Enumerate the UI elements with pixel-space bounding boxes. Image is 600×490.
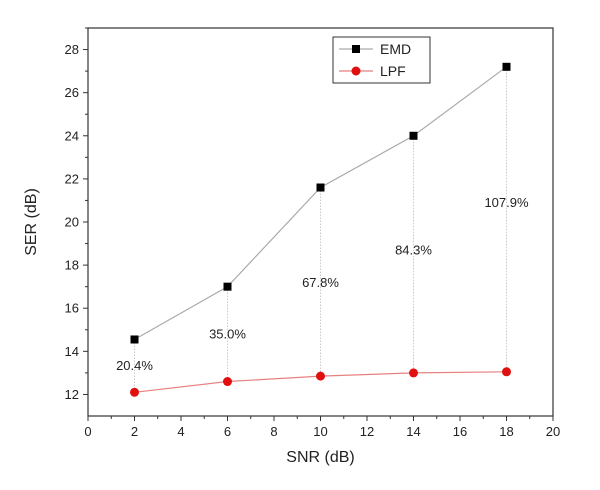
- percent-annotation: 35.0%: [209, 327, 246, 342]
- data-point-lpf: [409, 368, 418, 378]
- x-tick-label: 4: [177, 424, 184, 439]
- x-tick-label: 14: [406, 424, 420, 439]
- x-tick-label: 0: [84, 424, 91, 439]
- data-point-emd: [130, 335, 139, 344]
- x-tick-label: 10: [313, 424, 327, 439]
- x-tick-label: 18: [499, 424, 513, 439]
- y-tick-label: 14: [65, 344, 79, 359]
- legend-marker-emd: [352, 45, 360, 53]
- legend-box: [332, 36, 431, 84]
- percent-annotation: 67.8%: [302, 275, 339, 290]
- data-point-emd: [502, 62, 511, 71]
- data-point-lpf: [502, 367, 511, 377]
- annotations: 20.4% 35.0% 67.8% 84.3% 107.9%: [116, 195, 529, 373]
- x-tick-label: 8: [270, 424, 277, 439]
- x-axis-title: SNR (dB): [286, 449, 354, 466]
- legend-item-emd: EMD: [339, 41, 411, 57]
- series-markers: [130, 62, 511, 397]
- percent-annotation: 20.4%: [116, 358, 153, 373]
- y-tick-label: 22: [65, 171, 79, 186]
- data-point-lpf: [316, 371, 325, 381]
- data-point-lpf: [223, 377, 232, 387]
- y-axis-title: SER (dB): [23, 188, 40, 256]
- legend-item-lpf: LPF: [339, 63, 406, 79]
- legend-label-emd: EMD: [380, 41, 411, 57]
- x-tick-label: 6: [224, 424, 231, 439]
- axis-ticks: [83, 27, 554, 421]
- y-tick-label: 20: [65, 215, 79, 230]
- x-tick-label: 20: [546, 424, 560, 439]
- data-point-emd: [409, 131, 418, 140]
- data-point-lpf: [130, 387, 139, 397]
- data-point-emd: [223, 282, 232, 291]
- x-tick-label: 12: [360, 424, 374, 439]
- data-point-emd: [316, 183, 325, 192]
- legend-label-lpf: LPF: [380, 63, 406, 79]
- x-tick-label: 2: [131, 424, 138, 439]
- percent-annotation: 84.3%: [395, 243, 432, 258]
- y-tick-label: 28: [65, 42, 79, 57]
- y-tick-label: 26: [65, 85, 79, 100]
- legend: EMD LPF: [332, 36, 431, 84]
- y-tick-label: 24: [65, 128, 79, 143]
- percent-annotation: 107.9%: [484, 195, 529, 210]
- y-tick-label: 12: [65, 387, 79, 402]
- y-tick-label: 18: [65, 258, 79, 273]
- y-tick-label: 16: [65, 301, 79, 316]
- guide-lines: [134, 66, 507, 393]
- x-tick-label: 16: [453, 424, 467, 439]
- legend-marker-lpf: [351, 66, 361, 76]
